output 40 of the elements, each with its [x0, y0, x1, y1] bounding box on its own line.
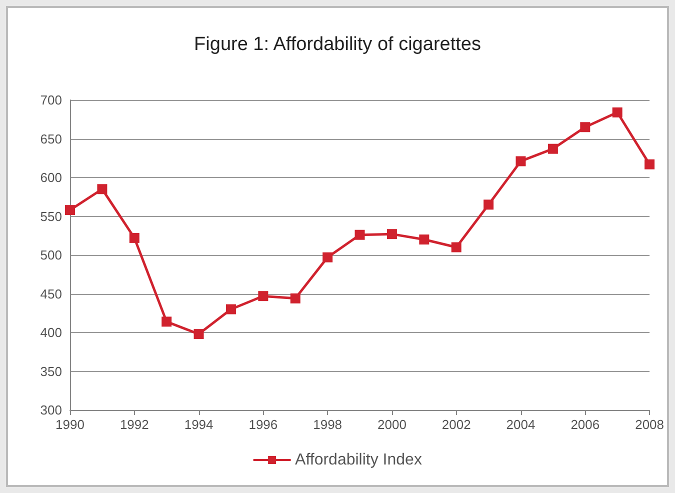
x-tick-label: 2006 [570, 417, 600, 432]
x-tick-label: 2002 [442, 417, 471, 432]
x-tick-label: 1996 [248, 417, 278, 432]
point [580, 122, 590, 132]
point [65, 205, 75, 216]
chart-title: Figure 1: Affordability of cigarettes [194, 34, 481, 55]
point [548, 144, 558, 154]
x-tick-label: 1992 [120, 417, 149, 432]
y-tick-label: 300 [40, 402, 62, 418]
y-tick-label: 550 [40, 208, 62, 224]
y-tick-label: 350 [40, 364, 62, 379]
point [162, 316, 172, 327]
y-tick-label: 450 [40, 286, 62, 302]
point [129, 232, 140, 243]
y-tick-label: 700 [40, 92, 62, 108]
y-tick-label: 500 [40, 248, 62, 262]
point [451, 242, 462, 252]
point [322, 252, 333, 262]
point [386, 229, 397, 240]
point [194, 329, 204, 340]
x-tick-label: 1990 [56, 417, 84, 432]
y-tick-label: 600 [40, 170, 62, 185]
point [226, 304, 236, 314]
y-tick-label: 400 [40, 325, 62, 340]
legend-label: Affordability Index [295, 452, 422, 468]
point [97, 184, 108, 194]
x-tick-label: 2004 [506, 417, 536, 432]
x-tick-label: 1998 [313, 417, 342, 432]
point [644, 159, 655, 170]
x-tick-label: 2008 [635, 417, 664, 432]
point [419, 234, 430, 244]
point [258, 291, 268, 302]
x-tick-label: 1994 [184, 417, 214, 432]
point [516, 156, 526, 166]
point [354, 230, 365, 240]
point [484, 200, 494, 210]
y-tick-label: 650 [40, 131, 62, 146]
point [290, 293, 300, 304]
point [612, 107, 622, 118]
x-tick-label: 2000 [378, 417, 406, 432]
